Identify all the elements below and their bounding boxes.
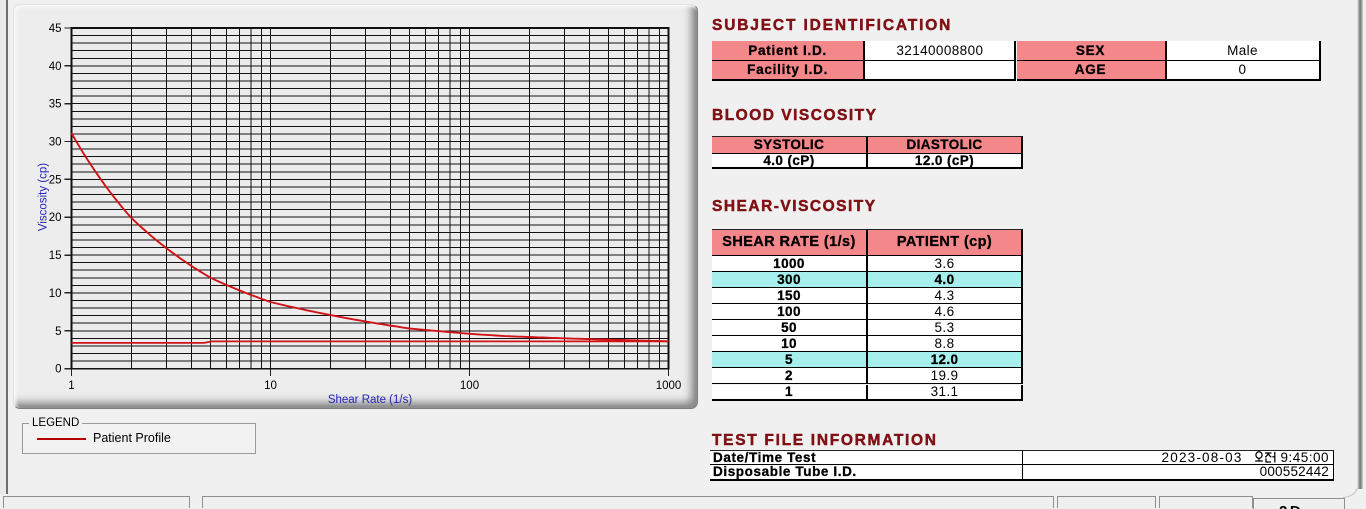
svg-text:45: 45 [49,23,62,35]
svg-text:25: 25 [49,174,62,186]
svg-text:35: 35 [49,99,62,111]
svg-text:0: 0 [55,364,61,376]
svg-text:Viscosity (cp): Viscosity (cp) [38,163,50,231]
svg-text:Shear Rate (1/s): Shear Rate (1/s) [328,394,413,406]
svg-text:100: 100 [460,380,479,392]
svg-text:20: 20 [49,212,62,224]
svg-text:1000: 1000 [656,380,682,392]
svg-text:10: 10 [49,288,62,300]
svg-text:30: 30 [49,137,62,149]
svg-text:15: 15 [49,250,62,262]
svg-text:40: 40 [49,61,62,73]
svg-text:10: 10 [264,380,277,392]
svg-text:5: 5 [55,326,61,338]
svg-text:1: 1 [68,380,74,392]
